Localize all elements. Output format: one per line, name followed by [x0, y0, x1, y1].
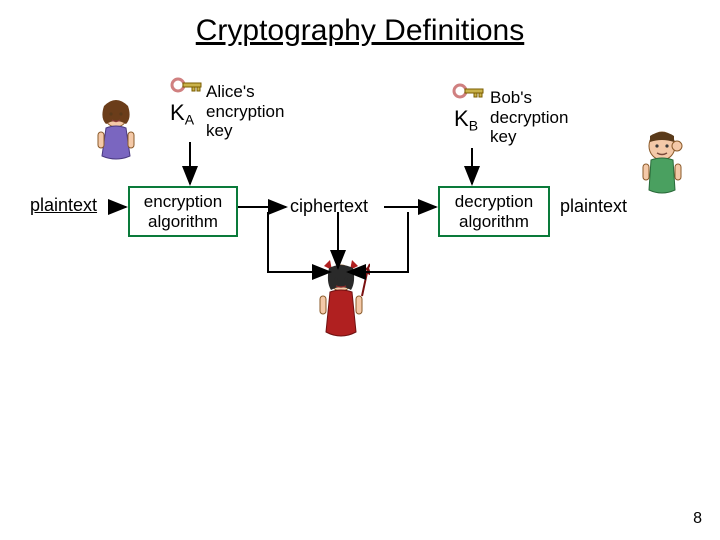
- page-title: Cryptography Definitions: [0, 14, 720, 48]
- key-a-line1: Alice's: [206, 82, 284, 102]
- key-b-line2: decryption: [490, 108, 568, 128]
- encryption-box: encryption algorithm: [128, 186, 238, 237]
- key-b-sub: B: [469, 117, 478, 133]
- encbox-line1: encryption: [136, 192, 230, 212]
- alice-figure: [92, 98, 140, 171]
- key-b-label: KB Bob's decryption key: [454, 88, 568, 147]
- key-b-K: K: [454, 106, 469, 131]
- page-number: 8: [693, 510, 702, 528]
- key-a-label: KA Alice's encryption key: [170, 82, 284, 141]
- key-a-sub: A: [185, 111, 194, 127]
- key-a-line2: encryption: [206, 102, 284, 122]
- encbox-line2: algorithm: [136, 212, 230, 232]
- plaintext-left: plaintext: [30, 195, 97, 216]
- trudy-figure: [312, 260, 370, 355]
- ciphertext-label: ciphertext: [290, 196, 368, 217]
- decbox-line2: algorithm: [446, 212, 542, 232]
- key-a-K: K: [170, 100, 185, 125]
- plaintext-right: plaintext: [560, 196, 627, 217]
- key-a-line3: key: [206, 121, 284, 141]
- decryption-box: decryption algorithm: [438, 186, 550, 237]
- bob-figure: [636, 128, 688, 203]
- decbox-line1: decryption: [446, 192, 542, 212]
- key-b-line1: Bob's: [490, 88, 568, 108]
- key-b-line3: key: [490, 127, 568, 147]
